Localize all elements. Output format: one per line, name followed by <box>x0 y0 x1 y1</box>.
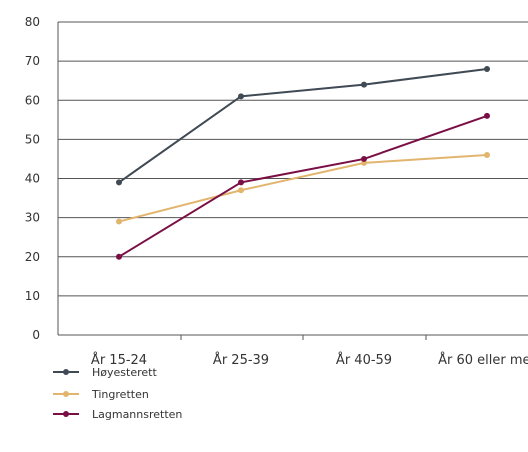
legend-label: Høyesterett <box>92 366 157 379</box>
x-tick-label: År 15-24 <box>91 352 147 368</box>
series-line <box>118 154 488 223</box>
data-point <box>484 65 490 72</box>
data-point <box>238 93 244 100</box>
legend-swatch-marker <box>63 369 69 375</box>
series-line <box>118 67 488 184</box>
y-tick-label: 50 <box>25 132 40 146</box>
y-tick-label: 80 <box>25 15 40 29</box>
y-tick-label: 30 <box>25 211 40 225</box>
data-point <box>116 253 122 260</box>
x-tick-label: År 40-59 <box>336 352 392 368</box>
y-tick-label: 70 <box>25 54 40 68</box>
data-point <box>484 112 490 119</box>
x-tick-label: År 60 eller mer <box>438 352 528 368</box>
legend-label: Tingretten <box>91 388 149 401</box>
y-tick-label: 40 <box>25 172 40 186</box>
data-point <box>484 152 490 159</box>
data-point <box>361 155 367 162</box>
data-point <box>361 81 367 88</box>
legend-swatch-marker <box>63 411 69 417</box>
data-point <box>116 218 122 225</box>
y-tick-label: 0 <box>32 328 40 342</box>
legend-swatch-marker <box>63 391 69 397</box>
data-point <box>238 187 244 194</box>
data-point <box>238 179 244 186</box>
x-tick-label: År 25-39 <box>213 352 269 368</box>
y-tick-label: 20 <box>25 250 40 264</box>
y-tick-label: 60 <box>25 93 40 107</box>
y-tick-label: 10 <box>25 289 40 303</box>
data-point <box>116 179 122 186</box>
legend-label: Lagmannsretten <box>92 408 182 421</box>
series-line <box>118 114 488 258</box>
